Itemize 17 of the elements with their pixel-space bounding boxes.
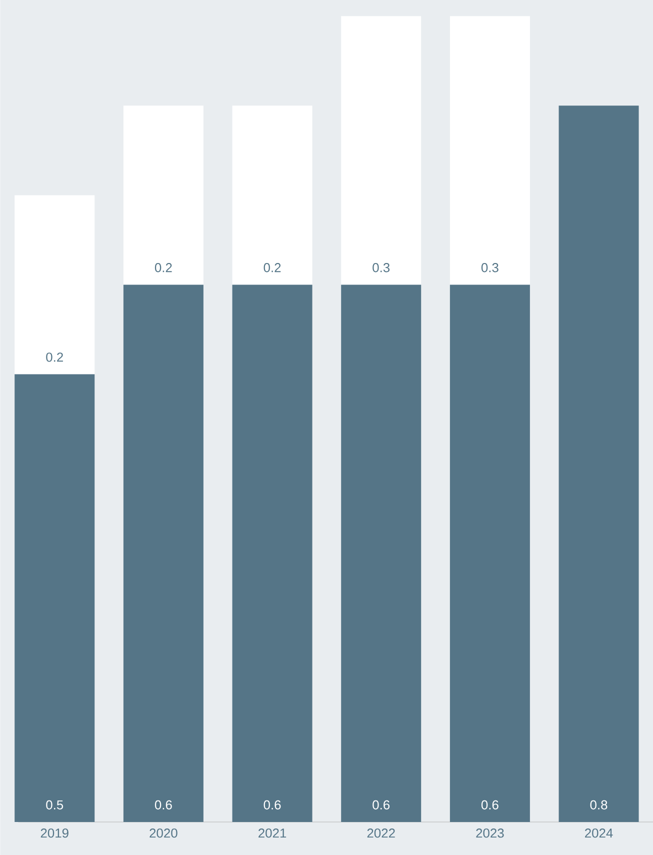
data-label: 0.6 [372, 800, 390, 810]
x-tick-label: 2024 [584, 828, 613, 838]
data-label: 0.2 [264, 263, 280, 272]
data-label: 0.3 [372, 263, 390, 272]
data-label: 0.6 [264, 800, 281, 810]
x-tick-label: 2021 [258, 828, 286, 838]
data-label: 0.2 [154, 263, 172, 272]
x-tick-label: 2020 [150, 828, 178, 838]
data-label: 0.3 [481, 263, 498, 272]
data-label: 0.6 [154, 800, 172, 810]
x-tick-label: 2022 [367, 828, 395, 838]
data-label: 0.6 [481, 800, 498, 810]
data-label: 0.8 [590, 800, 608, 810]
x-tick-label: 2023 [476, 828, 504, 838]
x-tick-label: 2019 [40, 828, 68, 838]
data-label: 0.5 [46, 800, 63, 810]
data-label: 0.2 [46, 352, 63, 362]
